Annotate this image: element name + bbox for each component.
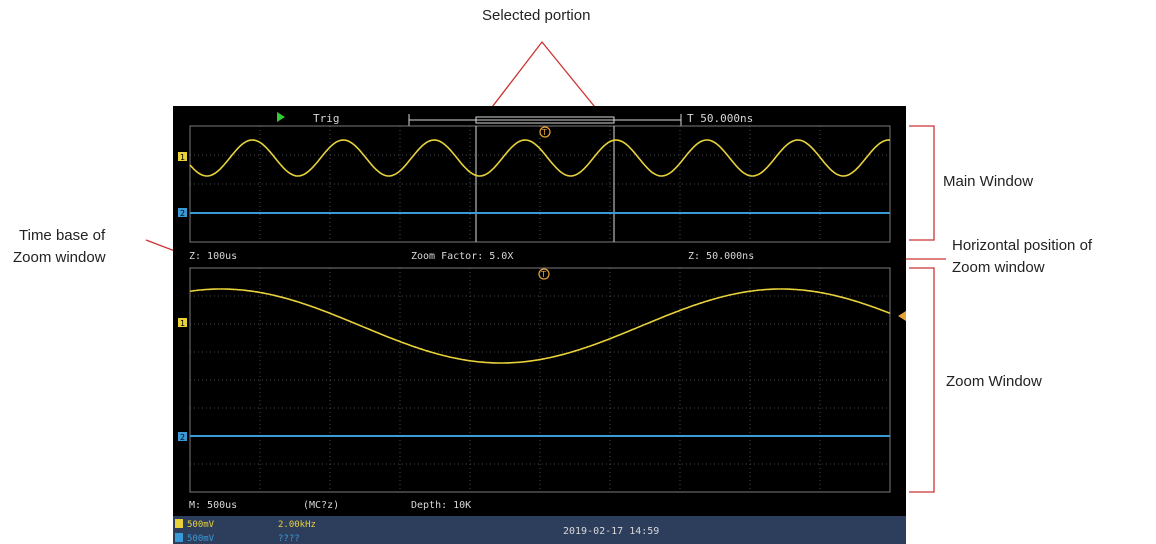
zoom-ch1-waveform xyxy=(189,288,891,364)
zoom-timebase: Z: 100us xyxy=(189,251,237,262)
date-time: 2019-02-17 14:59 xyxy=(563,526,659,537)
main-window-label: Main Window xyxy=(943,173,1034,190)
horizontal-position-label-line1: Horizontal position of xyxy=(952,237,1093,254)
selected-portion-label: Selected portion xyxy=(482,7,591,24)
main-ch1-waveform xyxy=(189,139,891,177)
zoom-factor: Zoom Factor: 5.0X xyxy=(411,251,513,262)
zoom-window-bracket xyxy=(909,267,935,493)
zoom-ch2-marker-label: 2 xyxy=(180,433,185,442)
ch2-status-badge xyxy=(175,533,183,542)
ch1-value: 2.00kHz xyxy=(278,520,316,530)
ch1-scale: 500mV xyxy=(187,520,215,530)
main-ch1-marker xyxy=(178,152,187,161)
ch2-value: ???? xyxy=(278,534,300,544)
zoom-trigger-marker xyxy=(538,268,550,280)
trigger-status: Trig xyxy=(313,112,340,125)
ch2-scale: 500mV xyxy=(187,534,215,544)
zoom-window-label: Zoom Window xyxy=(946,373,1042,390)
zoom-trigger-marker-label: T xyxy=(540,270,546,279)
zoom-ch1-marker-label: 1 xyxy=(180,319,185,328)
trigger-level-marker xyxy=(898,311,906,321)
status-bar xyxy=(173,516,906,544)
horizontal-position-label-line2: Zoom window xyxy=(952,259,1045,276)
time-base-label-line1: Time base of xyxy=(19,227,106,244)
main-ch2-marker xyxy=(178,208,187,217)
zoom-window-frame xyxy=(189,267,891,493)
zoom-position: Z: 50.000ns xyxy=(688,251,754,262)
trigger-position: T 50.000ns xyxy=(687,112,753,125)
memory-bar-viewport xyxy=(475,116,615,124)
play-icon xyxy=(277,112,285,122)
zoom-ch2-marker xyxy=(178,432,187,441)
oscilloscope-screen: Trig T 50.000ns T 1 2 Z: 100us Zoom Fact… xyxy=(173,106,906,544)
zoom-ch1-marker xyxy=(178,318,187,327)
frequency-readout: (MC?z) xyxy=(303,500,339,511)
main-timebase: M: 500us xyxy=(189,500,237,511)
main-trigger-marker xyxy=(539,126,551,138)
main-window-bracket xyxy=(909,125,935,241)
main-window-frame xyxy=(189,125,891,243)
main-ch2-marker-label: 2 xyxy=(180,209,185,218)
ch1-status-badge xyxy=(175,519,183,528)
scope-display: Trig T 50.000ns T 1 2 Z: 100us Zoom Fact… xyxy=(173,112,906,544)
main-trigger-marker-label: T xyxy=(541,128,547,137)
depth-readout: Depth: 10K xyxy=(411,500,471,511)
main-ch1-marker-label: 1 xyxy=(180,153,185,162)
selected-portion-pointer xyxy=(475,40,613,129)
main-window-grid xyxy=(190,126,890,242)
time-base-label-line2: Zoom window xyxy=(13,249,106,266)
